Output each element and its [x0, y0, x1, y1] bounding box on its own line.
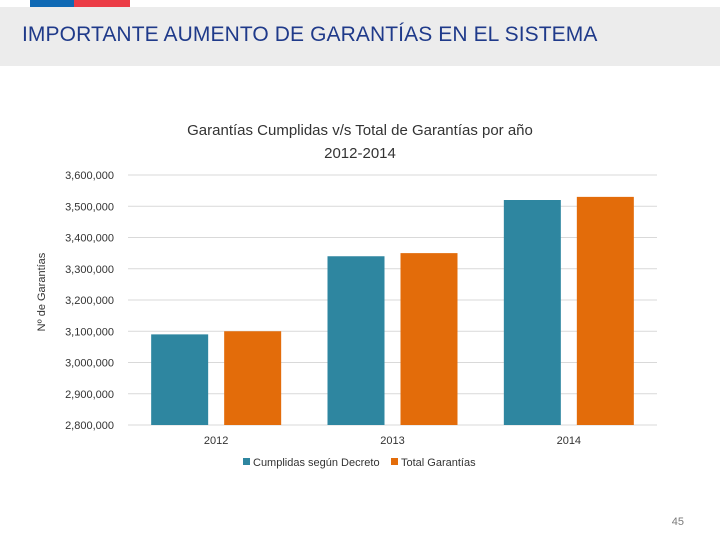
y-axis-label: Nº de Garantías — [36, 252, 48, 331]
y-tick-label: 3,100,000 — [65, 326, 114, 338]
x-tick-label: 2014 — [557, 435, 581, 447]
y-tick-labels: 3,600,000 3,500,000 3,400,000 3,300,000 3,20… — [65, 170, 114, 432]
chart-subtitle: 2012-2014 — [324, 145, 396, 162]
page-number: 45 — [671, 516, 684, 528]
gridlines — [128, 174, 657, 426]
bar-2012-total — [224, 331, 282, 425]
x-tick-label: 2012 — [204, 435, 228, 447]
y-tick-label: 3,300,000 — [65, 264, 114, 276]
bar-2014-cumplidas — [503, 200, 561, 425]
x-tick-labels: 2012 2013 2014 — [204, 435, 581, 447]
bar-2012-cumplidas — [151, 334, 209, 425]
bars — [151, 196, 634, 425]
legend-label-total: Total Garantías — [401, 457, 476, 469]
bar-2013-total — [400, 253, 458, 425]
bar-2013-cumplidas — [327, 256, 385, 425]
legend-swatch-total — [391, 458, 398, 465]
y-tick-label: 2,900,000 — [65, 389, 114, 401]
y-tick-label: 2,800,000 — [65, 420, 114, 432]
y-tick-label: 3,200,000 — [65, 295, 114, 307]
chart-title: Garantías Cumplidas v/s Total de Garantí… — [187, 122, 533, 139]
slide-title: IMPORTANTE AUMENTO DE GARANTÍAS EN EL SI… — [22, 23, 598, 46]
y-tick-label: 3,600,000 — [65, 170, 114, 182]
legend-swatch-cumplidas — [243, 458, 250, 465]
slide-header: IMPORTANTE AUMENTO DE GARANTÍAS EN EL SI… — [0, 7, 720, 66]
flag-blue-segment — [30, 0, 74, 7]
y-tick-label: 3,000,000 — [65, 358, 114, 370]
y-tick-label: 3,400,000 — [65, 233, 114, 245]
y-tick-label: 3,500,000 — [65, 201, 114, 213]
x-tick-label: 2013 — [380, 435, 404, 447]
legend: Cumplidas según Decreto Total Garantías — [243, 457, 476, 469]
legend-label-cumplidas: Cumplidas según Decreto — [253, 457, 380, 469]
flag-stripe — [30, 0, 130, 7]
flag-red-segment — [74, 0, 130, 7]
bar-2014-total — [576, 196, 634, 425]
